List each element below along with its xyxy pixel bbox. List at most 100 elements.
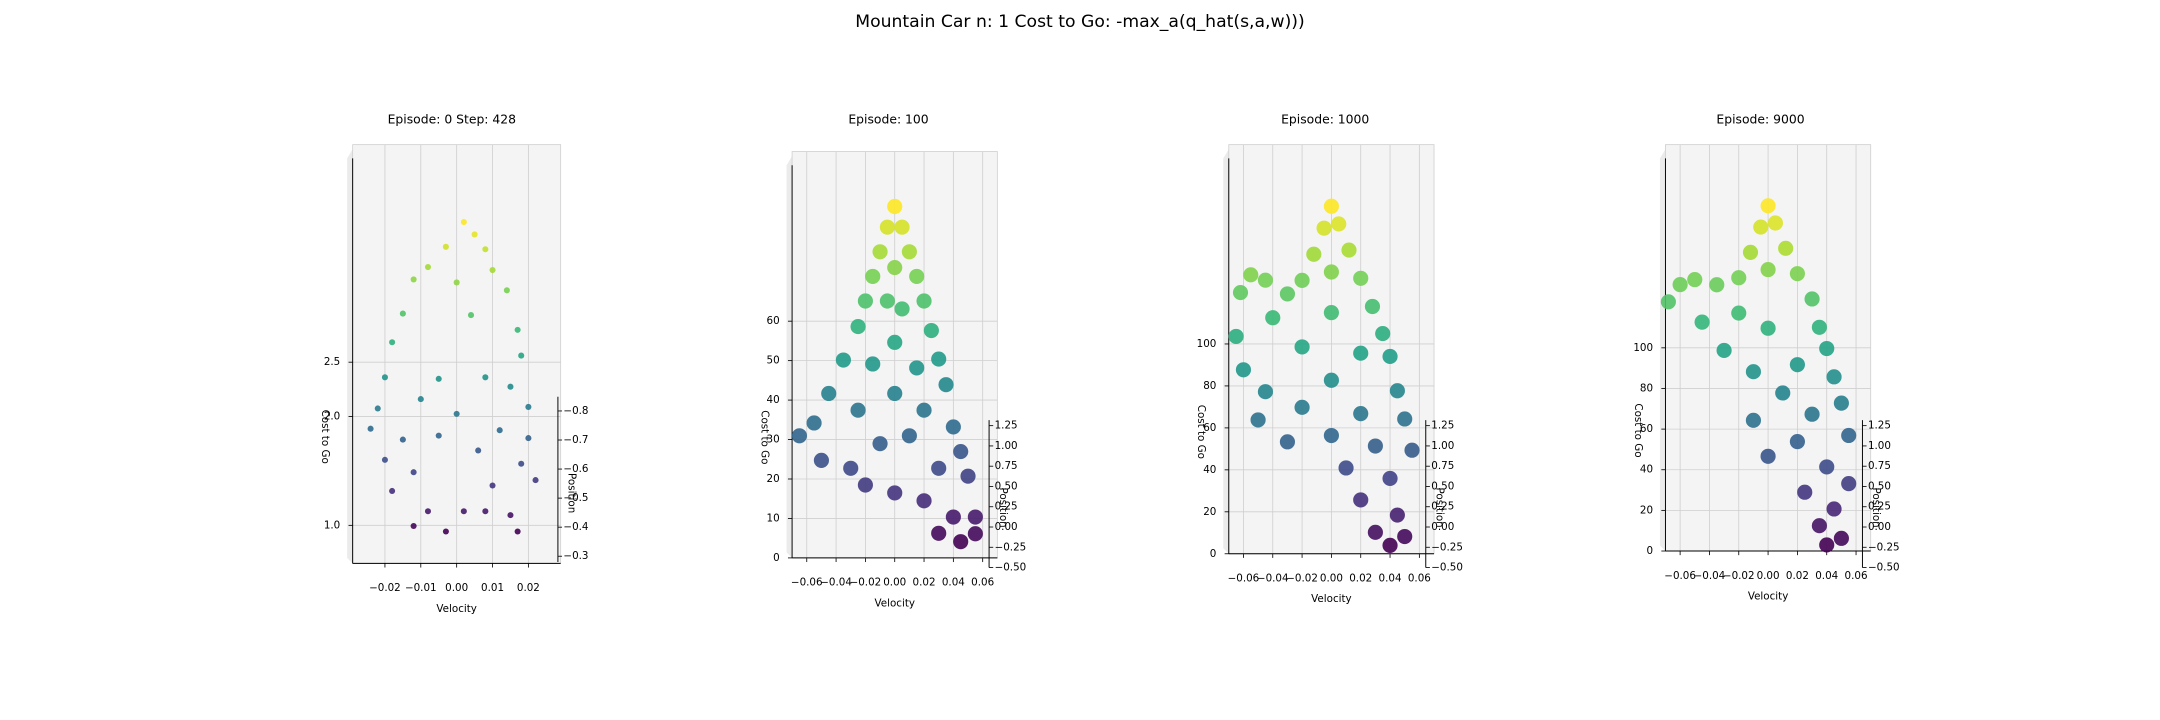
z-axis-label: Cost to Go xyxy=(1632,403,1644,457)
data-point xyxy=(1789,357,1805,373)
data-point xyxy=(865,356,881,372)
z-axis-label: Cost to Go xyxy=(319,410,331,464)
data-point xyxy=(1375,325,1391,342)
data-point xyxy=(960,468,976,484)
data-point xyxy=(835,352,851,368)
data-point xyxy=(482,508,489,515)
data-point xyxy=(525,403,532,410)
data-point xyxy=(1323,264,1339,280)
position-tick-label: −0.6 xyxy=(563,463,588,475)
x-tick-label: 0.00 xyxy=(1320,573,1343,585)
data-point xyxy=(1382,470,1398,487)
data-point xyxy=(1353,270,1369,286)
position-tick-label: −0.8 xyxy=(563,405,588,417)
z-tick-label: 0 xyxy=(1646,545,1653,557)
z-tick-label: 0 xyxy=(773,552,780,564)
data-point xyxy=(507,512,514,519)
position-tick-label: −0.50 xyxy=(995,562,1027,574)
z-tick-label: 0 xyxy=(1210,548,1217,560)
z-tick-label: 50 xyxy=(767,355,780,367)
data-point xyxy=(518,352,525,359)
data-point xyxy=(525,435,532,442)
data-point xyxy=(1819,537,1835,553)
data-point xyxy=(945,509,961,525)
data-point xyxy=(1760,198,1776,214)
position-tick-label: 0.00 xyxy=(1868,521,1891,533)
z-tick-label: 100 xyxy=(1633,342,1653,354)
x-tick-label: −0.04 xyxy=(820,577,852,589)
data-point xyxy=(923,322,939,339)
data-point xyxy=(791,428,808,444)
position-tick-label: 1.00 xyxy=(995,440,1018,452)
data-point xyxy=(1323,305,1339,321)
data-point xyxy=(475,447,482,454)
data-point xyxy=(1294,272,1310,288)
subplot: Episode: 9000−0.06−0.04−0.02 0.00 0.02 0.04… xyxy=(1632,111,1900,602)
data-point xyxy=(1826,501,1842,517)
position-tick-label: −0.4 xyxy=(563,521,588,533)
data-point xyxy=(1804,291,1820,307)
position-tick-label: −0.25 xyxy=(995,541,1027,553)
x-tick-label: 0.01 xyxy=(481,582,504,594)
subplot: Episode: 100−0.06−0.04−0.02 0.00 0.02 0.04 0… xyxy=(759,111,1027,609)
data-point xyxy=(518,460,525,467)
data-point xyxy=(435,375,442,382)
data-point xyxy=(916,493,932,509)
data-point xyxy=(1294,339,1310,355)
x-tick-label: 0.00 xyxy=(883,577,906,589)
data-point xyxy=(1397,528,1413,545)
data-point xyxy=(909,360,925,376)
z-axis-label: Cost to Go xyxy=(759,410,771,464)
x-axis-label: Velocity xyxy=(874,597,915,609)
data-point xyxy=(1353,345,1369,361)
data-point xyxy=(1228,328,1244,344)
subplot: Episode: 0 Step: 428 −0.02 −0.01 0.00 0.01 0.… xyxy=(319,111,588,615)
data-point xyxy=(1833,395,1849,411)
data-point xyxy=(843,460,859,476)
data-point xyxy=(1397,411,1413,427)
data-point xyxy=(489,482,496,489)
data-point xyxy=(482,246,489,253)
data-point xyxy=(1338,460,1354,476)
position-tick-label: −0.25 xyxy=(1868,541,1900,553)
data-point xyxy=(887,485,903,501)
data-point xyxy=(1331,216,1347,232)
position-axis-label: Position xyxy=(566,473,578,513)
data-point xyxy=(916,402,932,418)
data-point xyxy=(381,456,388,463)
x-tick-label: −0.06 xyxy=(791,577,823,589)
data-point xyxy=(879,293,895,309)
position-tick-label: 0.75 xyxy=(995,460,1018,472)
data-point xyxy=(1323,198,1339,214)
data-point xyxy=(410,469,417,476)
position-tick-label: −0.25 xyxy=(1431,541,1463,553)
data-point xyxy=(887,259,903,276)
data-point xyxy=(507,383,514,390)
data-point xyxy=(1341,242,1357,258)
z-tick-label: 2.5 xyxy=(324,356,340,368)
x-tick-label: 0.04 xyxy=(1815,570,1838,582)
data-point xyxy=(496,427,503,434)
data-point xyxy=(1789,266,1805,282)
data-point xyxy=(967,526,983,542)
x-tick-label: −0.04 xyxy=(1257,573,1289,585)
data-point xyxy=(813,452,829,468)
data-point xyxy=(1760,448,1776,464)
data-point xyxy=(938,377,954,393)
data-point xyxy=(1819,340,1835,357)
data-point xyxy=(1778,240,1794,256)
data-point xyxy=(967,509,983,525)
x-tick-label: −0.06 xyxy=(1664,570,1696,582)
data-point xyxy=(916,293,932,309)
x-tick-label: −0.02 xyxy=(1286,573,1318,585)
data-point xyxy=(424,264,432,271)
x-tick-label: 0.06 xyxy=(971,577,994,589)
data-point xyxy=(1731,305,1747,321)
data-point xyxy=(389,339,396,346)
data-point xyxy=(887,334,903,350)
data-point xyxy=(1687,272,1703,288)
x-tick-label: −0.06 xyxy=(1228,573,1260,585)
data-point xyxy=(1323,372,1339,388)
data-point xyxy=(1316,220,1332,236)
